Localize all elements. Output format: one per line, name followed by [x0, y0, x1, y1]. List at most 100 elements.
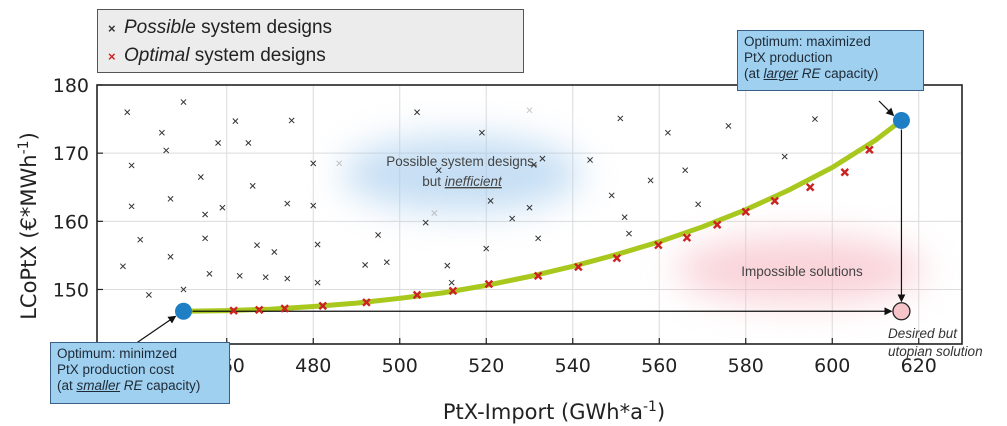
- possible-design-point: [163, 147, 170, 154]
- callout-min-l3a: (at: [57, 378, 77, 393]
- optimal-design-point: [712, 220, 722, 229]
- inefficient-region-glow: [342, 136, 582, 212]
- possible-design-point: [197, 174, 204, 180]
- legend-marker-optimal: ×: [108, 49, 116, 64]
- possible-design-point: [262, 274, 269, 281]
- possible-design-point: [375, 231, 382, 238]
- annotation-impossible: Impossible solutions: [741, 264, 863, 279]
- optimal-design-point: [448, 286, 458, 296]
- possible-design-point: [128, 162, 135, 169]
- possible-design-point: [167, 195, 174, 202]
- possible-design-point: [288, 117, 295, 124]
- legend-possible-rest: system designs: [195, 17, 333, 38]
- faded-design-point: [431, 210, 438, 217]
- x-axis-label: PtX-Import (GWh*a-1): [443, 399, 665, 424]
- x-tick-label: 560: [641, 355, 677, 377]
- possible-design-point: [811, 116, 818, 123]
- legend-optimal-rest: system designs: [189, 45, 326, 66]
- annotation-inefficient-line2: but inefficient: [422, 174, 503, 189]
- callout-max-l3a: (at: [744, 66, 764, 81]
- arrow-callout-max: [878, 100, 895, 117]
- possible-design-point: [626, 230, 632, 237]
- possible-design-point: [621, 214, 628, 221]
- faded-design-point: [526, 107, 533, 114]
- possible-design-point: [682, 167, 689, 174]
- legend-item-possible: × Possible system designs: [108, 15, 332, 41]
- possible-design-point: [310, 202, 317, 209]
- callout-min-l3c: capacity): [142, 378, 201, 393]
- plot-border: [96, 84, 963, 345]
- possible-design-point: [119, 263, 126, 270]
- possible-design-point: [236, 272, 243, 279]
- callout-min-line3: (at smaller RE capacity): [57, 378, 223, 394]
- possible-design-point: [435, 167, 442, 174]
- faded-design-point: [336, 160, 343, 167]
- possible-design-point: [483, 245, 490, 252]
- possible-design-point: [180, 99, 187, 105]
- optimal-design-point: [574, 262, 583, 272]
- possible-design-point: [781, 153, 788, 160]
- y-axis-label: LCoPtX (€*MWh-1): [16, 132, 41, 320]
- possible-design-point: [254, 242, 260, 249]
- possible-design-point: [608, 192, 615, 199]
- callout-max-line1: Optimum: maximized: [744, 34, 871, 49]
- possible-design-point: [271, 249, 278, 255]
- optimal-design-point: [229, 306, 238, 315]
- annotation-utopian-line1: Desired but: [888, 326, 958, 341]
- annotation-inefficient-but: but: [422, 174, 445, 189]
- y-tick-label: 180: [53, 75, 89, 97]
- possible-design-point: [310, 160, 317, 167]
- optimal-design-point: [412, 290, 422, 300]
- possible-design-point: [526, 204, 533, 211]
- x-tick-label: 500: [382, 355, 418, 377]
- y-tick-label: 160: [53, 211, 89, 233]
- x-tick-label: 600: [814, 355, 850, 377]
- y-axis-label-sup: -1: [16, 140, 32, 154]
- possible-design-point: [124, 109, 131, 116]
- possible-design-point: [249, 182, 256, 189]
- possible-design-point: [362, 261, 369, 268]
- optimal-design-point: [280, 304, 289, 313]
- possible-design-point: [158, 129, 165, 136]
- possible-design-point: [245, 139, 252, 146]
- x-tick-label: 620: [901, 355, 937, 377]
- possible-design-point: [444, 262, 451, 269]
- possible-design-point: [284, 275, 291, 282]
- possible-design-point: [219, 204, 226, 211]
- possible-design-point: [535, 235, 542, 242]
- callout-max-line3: (at larger RE capacity): [744, 66, 917, 82]
- possible-design-point: [587, 157, 594, 163]
- possible-design-point: [664, 129, 671, 136]
- legend-possible-em: Possible: [124, 17, 196, 38]
- impossible-region-glow: [675, 236, 925, 304]
- possible-design-point: [478, 129, 485, 136]
- annotation-utopian-line2: utopian solution: [888, 344, 983, 359]
- optimal-design-point: [654, 240, 663, 250]
- possible-design-point: [284, 200, 291, 207]
- callout-min-l3i: RE: [123, 378, 143, 393]
- possible-design-point: [145, 291, 152, 298]
- callout-min-l3u: smaller: [76, 378, 121, 393]
- possible-design-point: [487, 197, 494, 204]
- optimum-max-point: [892, 111, 910, 129]
- possible-design-point: [530, 161, 537, 168]
- callout-optimum-max: Optimum: maximized PtX production (at la…: [737, 30, 924, 91]
- annotation-inefficient-line1: Possible system designs,: [386, 154, 538, 169]
- optimal-design-point: [362, 298, 371, 307]
- annotation-inefficient-word: inefficient: [445, 174, 503, 189]
- possible-design-point: [180, 286, 187, 293]
- possible-design-point: [647, 177, 654, 184]
- legend: × Possible system designs × Optimal system…: [97, 9, 524, 73]
- possible-design-point: [206, 270, 213, 277]
- possible-design-point: [414, 109, 421, 116]
- optimal-design-point: [254, 305, 264, 315]
- possible-design-point: [202, 211, 209, 218]
- callout-max-line2: PtX production: [744, 50, 833, 65]
- utopian-point: [892, 302, 911, 321]
- x-tick-label: 580: [728, 355, 764, 377]
- y-tick-label: 150: [53, 279, 89, 301]
- possible-design-point: [202, 235, 209, 242]
- callout-min-line2: PtX production cost: [57, 362, 175, 377]
- callout-optimum-min: Optimum: minimzed PtX production cost (a…: [50, 342, 230, 404]
